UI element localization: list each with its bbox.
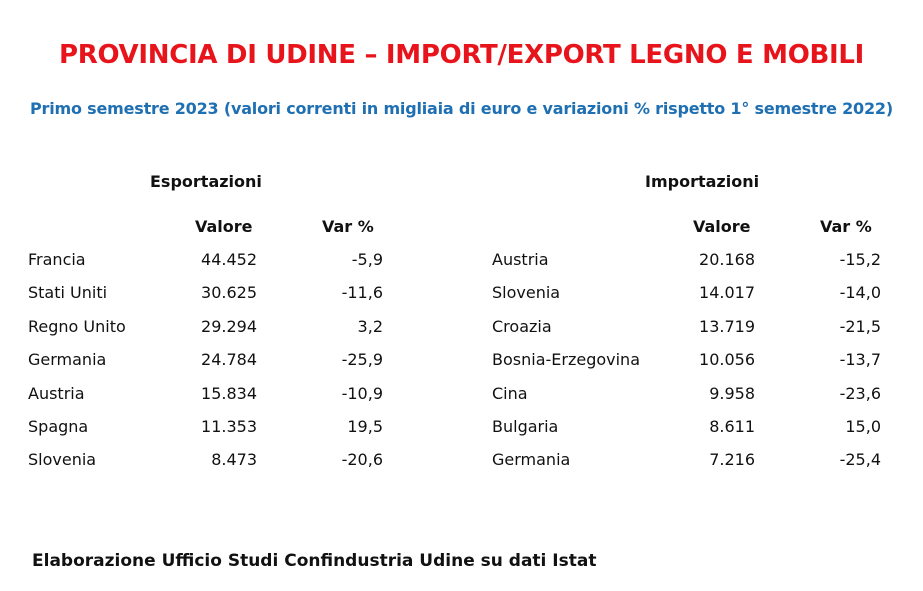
value-cell: 15.834	[201, 383, 257, 403]
imports-value-header: Valore	[693, 217, 751, 236]
country-cell: Austria	[492, 250, 549, 269]
country-cell: Slovenia	[28, 450, 97, 470]
country-cell: Slovenia	[492, 283, 561, 303]
value-cell: 10.056	[699, 350, 755, 370]
value-cell: 20.168	[699, 250, 755, 269]
var-cell: -20,6	[341, 450, 383, 470]
country-cell: Bulgaria	[492, 417, 559, 436]
country-cell: Spagna	[28, 417, 89, 436]
value-cell: 8.611	[709, 417, 755, 436]
country-cell: Germania	[28, 350, 107, 370]
table-row: Germania 24.784 -25,9	[0, 343, 923, 377]
var-cell: 3,2	[357, 316, 383, 336]
country-cell: Stati Uniti	[28, 283, 108, 303]
table-row: Regno Unito 29.294 3,2	[0, 310, 923, 344]
value-cell: 11.353	[201, 417, 257, 436]
table-row: Stati Uniti 30.625 -11,6	[0, 276, 923, 310]
page-subtitle: Primo semestre 2023 (valori correnti in …	[30, 99, 893, 118]
table-row: Austria 20.168 -15,2	[0, 243, 923, 277]
value-cell: 8.473	[211, 450, 257, 470]
value-cell: 9.958	[709, 383, 755, 403]
country-cell: Croazia	[492, 316, 552, 336]
imports-heading: Importazioni	[645, 172, 760, 191]
table-row: Bulgaria 8.611 15,0	[0, 410, 923, 444]
exports-value-header: Valore	[195, 217, 253, 236]
country-cell: Bosnia-Erzegovina	[492, 350, 640, 370]
var-cell: 19,5	[347, 417, 383, 436]
var-cell: 15,0	[845, 417, 881, 436]
country-cell: Austria	[28, 383, 85, 403]
country-cell: Cina	[492, 383, 528, 403]
value-cell: 44.452	[201, 250, 257, 269]
value-cell: 29.294	[201, 316, 257, 336]
var-cell: -21,5	[839, 316, 881, 336]
var-cell: -5,9	[351, 250, 383, 269]
var-cell: -10,9	[341, 383, 383, 403]
table-row: Bosnia-Erzegovina 10.056 -13,7	[0, 343, 923, 377]
table-row: Austria 15.834 -10,9	[0, 377, 923, 411]
table-row: Cina 9.958 -23,6	[0, 377, 923, 411]
var-cell: -13,7	[839, 350, 881, 370]
table-row: Spagna 11.353 19,5	[0, 410, 923, 444]
value-cell: 30.625	[201, 283, 257, 303]
table-row: Croazia 13.719 -21,5	[0, 310, 923, 344]
var-cell: -23,6	[839, 383, 881, 403]
var-cell: -11,6	[341, 283, 383, 303]
table-row: Germania 7.216 -25,4	[0, 443, 923, 477]
country-cell: Francia	[28, 250, 86, 269]
value-cell: 13.719	[699, 316, 755, 336]
table-row: Slovenia 8.473 -20,6	[0, 443, 923, 477]
exports-heading: Esportazioni	[150, 172, 262, 191]
country-cell: Regno Unito	[28, 316, 126, 336]
var-cell: -25,4	[839, 450, 881, 470]
imports-var-header: Var %	[820, 217, 872, 236]
var-cell: -15,2	[839, 250, 881, 269]
table-row: Slovenia 14.017 -14,0	[0, 276, 923, 310]
page-title: PROVINCIA DI UDINE – IMPORT/EXPORT LEGNO…	[58, 40, 865, 70]
value-cell: 24.784	[201, 350, 257, 370]
var-cell: -25,9	[341, 350, 383, 370]
value-cell: 7.216	[709, 450, 755, 470]
country-cell: Germania	[492, 450, 571, 470]
value-cell: 14.017	[699, 283, 755, 303]
exports-var-header: Var %	[322, 217, 374, 236]
source-note: Elaborazione Ufficio Studi Confindustria…	[32, 551, 597, 571]
table-row: Francia 44.452 -5,9	[0, 243, 923, 277]
var-cell: -14,0	[839, 283, 881, 303]
